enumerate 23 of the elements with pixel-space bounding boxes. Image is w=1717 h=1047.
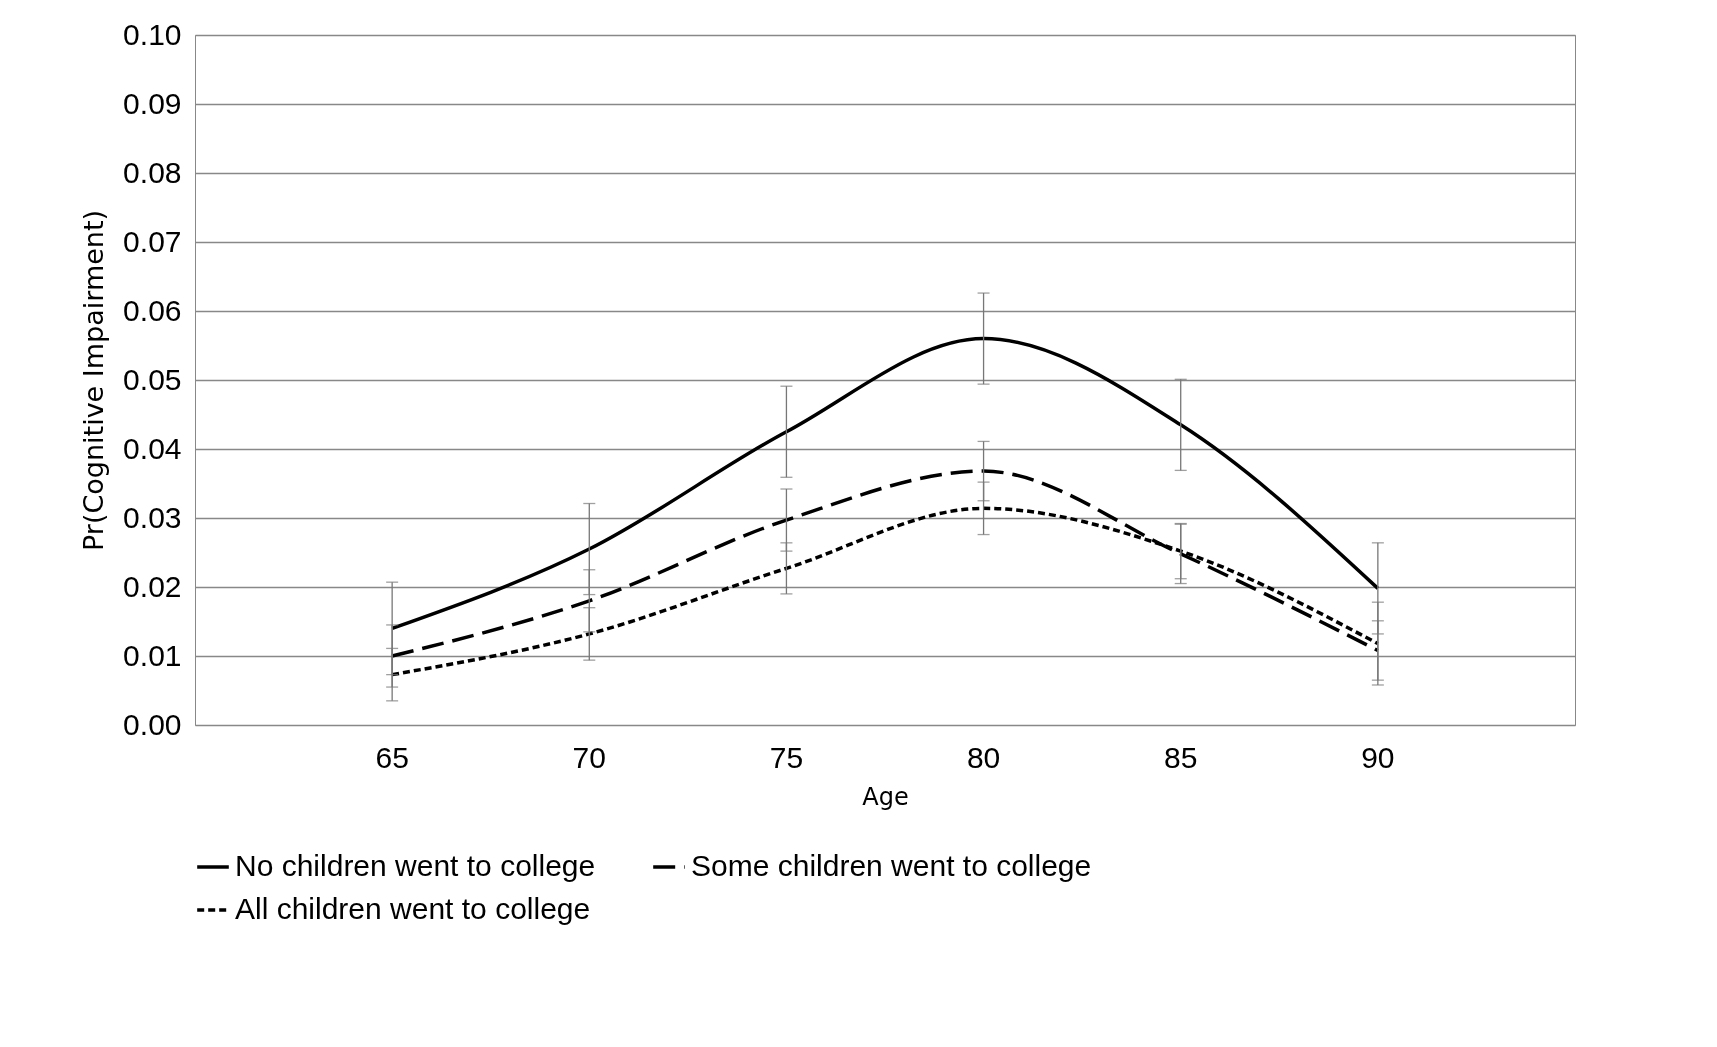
legend-label: All children went to college <box>235 892 591 925</box>
x-tick-label: 75 <box>769 740 804 774</box>
y-tick-label: 0.08 <box>123 155 182 189</box>
y-tick-label: 0.06 <box>123 293 182 327</box>
legend-label: Some children went to college <box>691 849 1092 882</box>
x-tick-label: 65 <box>375 740 409 774</box>
y-axis-title: Pr(Cognitive Impairment) <box>78 209 110 552</box>
y-tick-label: 0.07 <box>123 224 182 258</box>
y-tick-label: 0.02 <box>123 569 182 603</box>
legend-label: No children went to college <box>235 849 596 882</box>
line-series <box>390 336 1380 631</box>
x-tick-label: 85 <box>1164 740 1198 774</box>
y-tick-label: 0.01 <box>123 638 182 672</box>
y-tick-label: 0.10 <box>123 17 182 51</box>
y-tick-label: 0.03 <box>123 500 182 534</box>
x-axis-title: Age <box>862 782 909 811</box>
y-tick-label: 0.04 <box>123 431 182 465</box>
x-tick-label: 80 <box>966 740 1001 774</box>
x-tick-label: 70 <box>572 740 606 774</box>
x-tick-label: 90 <box>1361 740 1395 774</box>
y-tick-label: 0.00 <box>123 707 182 741</box>
y-tick-label: 0.05 <box>123 362 182 396</box>
y-tick-label: 0.09 <box>123 86 182 120</box>
